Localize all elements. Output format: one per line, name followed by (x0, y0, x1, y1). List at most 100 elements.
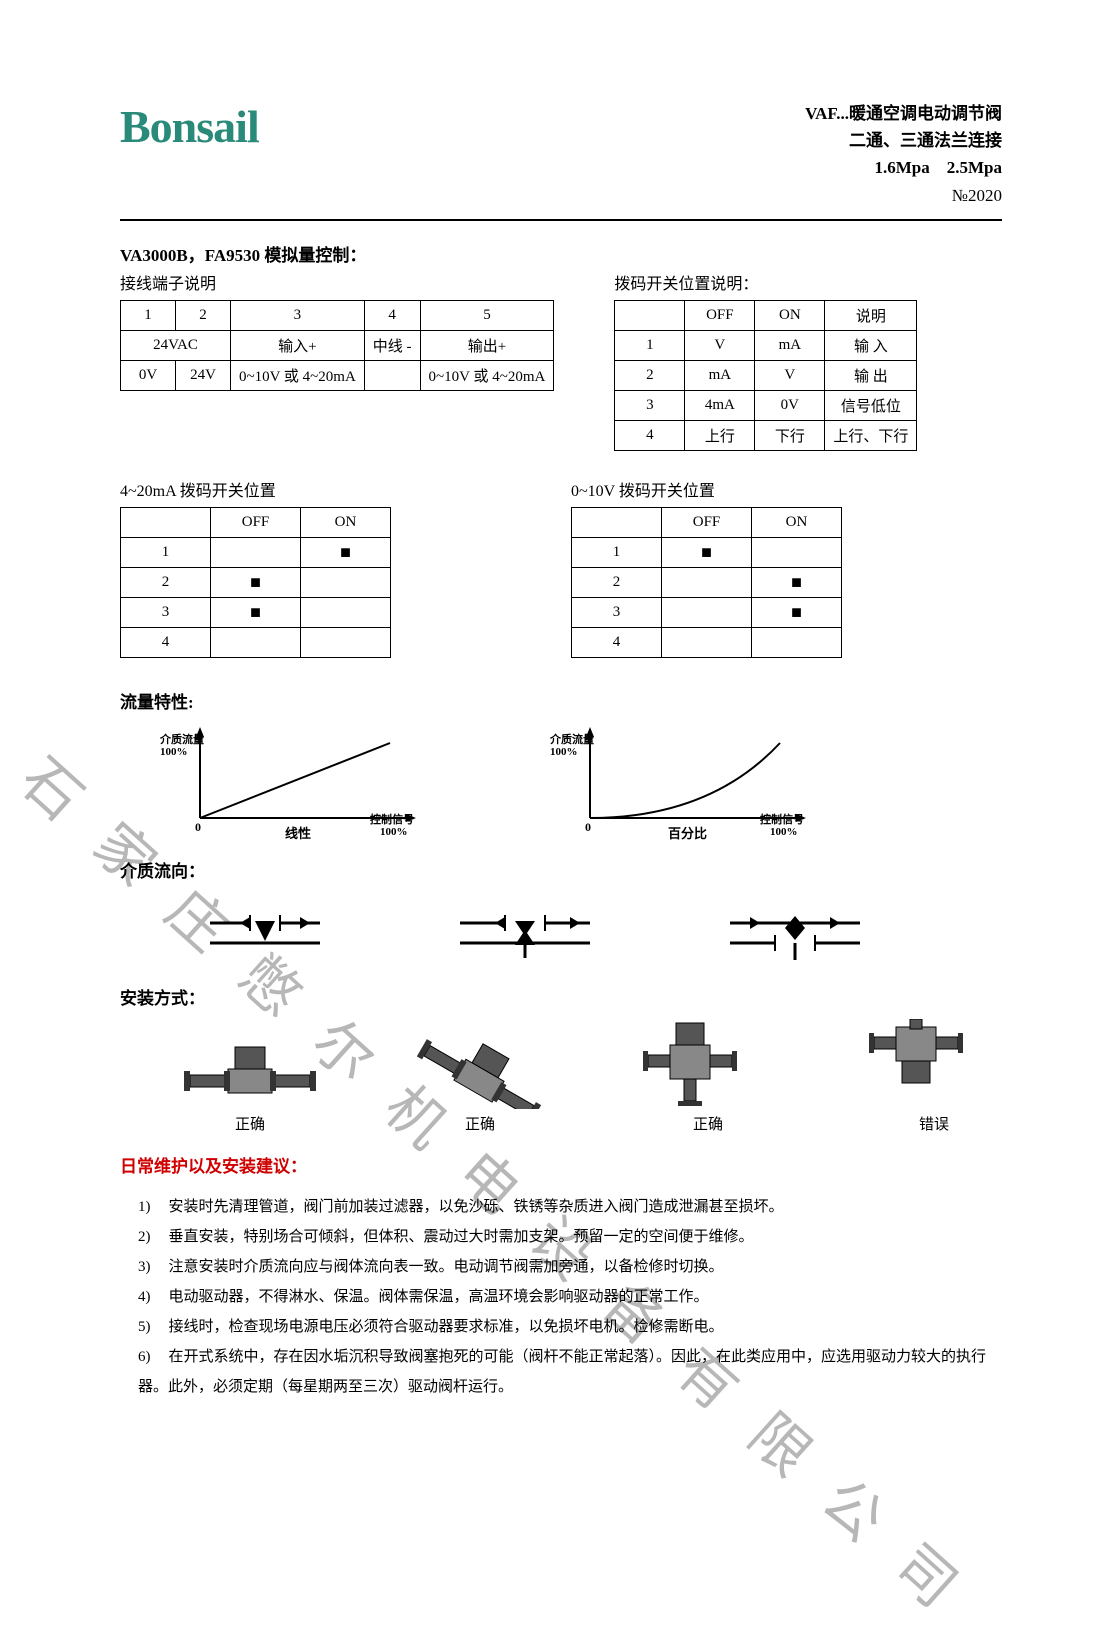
cell: 24VAC (121, 330, 231, 360)
cell (662, 597, 752, 627)
cell: 0~10V 或 4~20mA (420, 360, 554, 390)
cell: 0V (121, 360, 176, 390)
flow-char-title: 流量特性: (120, 688, 1002, 713)
terminal-table: 1 2 3 4 5 24VAC 输入+ 中线 - 输出+ 0V 24V 0~10… (120, 300, 554, 391)
cell: mA (685, 360, 755, 390)
flow-dir-title: 介质流向： (120, 857, 1002, 882)
logo: Bonsail (120, 100, 259, 153)
cell: ■ (211, 567, 301, 597)
chart-origin: 0 (195, 820, 201, 834)
cell: 2 (176, 300, 231, 330)
chart-equal-percentage: 介质流量 100% 0 控制信号 100% 百分比 (550, 723, 850, 843)
cell: 上行、下行 (825, 420, 917, 450)
install-label: 错误 (866, 1113, 1002, 1134)
table-4-20: OFFON 1■ 2■ 3■ 4 (120, 507, 391, 658)
note-item: 注意安装时介质流向应与阀体流向表一致。电动调节阀需加旁通，以备检修时切换。 (130, 1252, 1002, 1282)
cell: 输入+ (231, 330, 365, 360)
note-item: 电动驱动器，不得淋水、保温。阀体需保温，高温环境会影响驱动器的正常工作。 (130, 1282, 1002, 1312)
cell: 说明 (825, 300, 917, 330)
header-line1: VAF...暖通空调电动调节阀 (805, 100, 1002, 127)
cell: ■ (211, 597, 301, 627)
table-0-10-title: 0~10V 拨码开关位置 (571, 477, 842, 501)
cell: 2 (572, 567, 662, 597)
flow-icon-2way-a (200, 903, 330, 963)
cell: 1 (121, 300, 176, 330)
cell (301, 567, 391, 597)
cell (121, 507, 211, 537)
svg-text:百分比: 百分比 (668, 826, 707, 841)
cell: V (755, 360, 825, 390)
header-right: VAF...暖通空调电动调节阀 二通、三通法兰连接 1.6Mpa 2.5Mpa … (805, 100, 1002, 209)
header-line3: 1.6Mpa 2.5Mpa (805, 154, 1002, 181)
cell (752, 537, 842, 567)
doc-number: №2020 (805, 182, 1002, 209)
cell (211, 627, 301, 657)
cell (364, 360, 420, 390)
cell: ■ (752, 597, 842, 627)
cell (301, 597, 391, 627)
chart-caption: 线性 (285, 826, 311, 841)
install-item-4: 错误 (866, 1019, 1002, 1134)
cell: 中线 - (364, 330, 420, 360)
svg-text:介质流量: 介质流量 (550, 732, 594, 746)
cell: V (685, 330, 755, 360)
cell: OFF (662, 507, 752, 537)
cell: 1 (615, 330, 685, 360)
install-label: 正确 (640, 1113, 776, 1134)
table-4-20-title: 4~20mA 拨码开关位置 (120, 477, 391, 501)
cell: 2 (121, 567, 211, 597)
cell: 2 (615, 360, 685, 390)
flow-icon-3way-a (450, 903, 600, 963)
cell (572, 507, 662, 537)
flow-icon-3way-b (720, 898, 870, 968)
header: Bonsail VAF...暖通空调电动调节阀 二通、三通法兰连接 1.6Mpa… (120, 100, 1002, 221)
cell: ON (301, 507, 391, 537)
cell: 4 (615, 420, 685, 450)
install-item-3: 正确 (640, 1019, 776, 1134)
chart-ylabel: 介质流量 (160, 732, 204, 746)
cell: 3 (121, 597, 211, 627)
chart-linear: 介质流量 100% 0 控制信号 100% 线性 (160, 723, 460, 843)
cell: OFF (685, 300, 755, 330)
note-item: 接线时，检查现场电源电压必须符合驱动器要求标准，以免损坏电机。检修需断电。 (130, 1312, 1002, 1342)
cell: ■ (301, 537, 391, 567)
svg-text:100%: 100% (380, 826, 408, 838)
note-item: 在开式系统中，存在因水垢沉积导致阀塞抱死的可能（阀杆不能正常起落）。因此，在此类… (130, 1342, 1002, 1402)
cell: OFF (211, 507, 301, 537)
cell: 输 入 (825, 330, 917, 360)
cell: ■ (662, 537, 752, 567)
svg-text:100%: 100% (550, 746, 578, 758)
cell: 1 (121, 537, 211, 567)
cell: 输出+ (420, 330, 554, 360)
cell: 4 (121, 627, 211, 657)
cell (211, 537, 301, 567)
cell (752, 627, 842, 657)
cell: 上行 (685, 420, 755, 450)
svg-text:0: 0 (585, 820, 591, 834)
cell: ON (752, 507, 842, 537)
cell: 5 (420, 300, 554, 330)
cell: 0~10V 或 4~20mA (231, 360, 365, 390)
cell: 4mA (685, 390, 755, 420)
cell: mA (755, 330, 825, 360)
cell (662, 567, 752, 597)
install-item-2: 正确 (410, 1039, 550, 1134)
svg-text:控制信号: 控制信号 (370, 812, 414, 826)
header-line2: 二通、三通法兰连接 (805, 127, 1002, 154)
cell (615, 300, 685, 330)
cell: 信号低位 (825, 390, 917, 420)
cell: 3 (615, 390, 685, 420)
svg-text:控制信号: 控制信号 (760, 812, 804, 826)
cell: 4 (572, 627, 662, 657)
cell: 0V (755, 390, 825, 420)
table-0-10: OFFON 1■ 2■ 3■ 4 (571, 507, 842, 658)
svg-text:100%: 100% (160, 746, 188, 758)
install-title: 安装方式： (120, 984, 1002, 1009)
cell: 1 (572, 537, 662, 567)
cell: 3 (572, 597, 662, 627)
cell: 3 (231, 300, 365, 330)
terminal-subtitle: 接线端子说明 (120, 270, 554, 294)
install-label: 正确 (410, 1113, 550, 1134)
cell: ON (755, 300, 825, 330)
cell: ■ (752, 567, 842, 597)
